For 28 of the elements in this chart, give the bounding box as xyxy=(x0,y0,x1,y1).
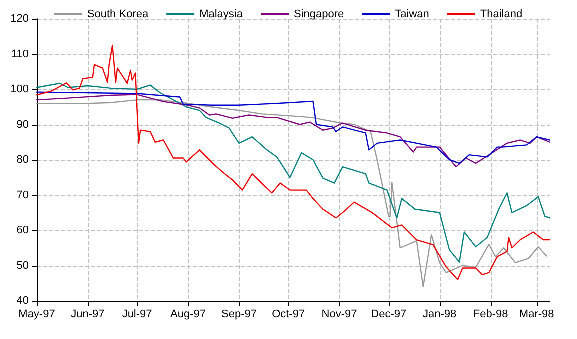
line-series xyxy=(36,82,551,263)
legend-label: Singapore xyxy=(294,8,344,20)
x-tick-label: Mar-98 xyxy=(519,308,554,320)
y-tick-label: 70 xyxy=(16,189,29,202)
x-tick-label: Dec-97 xyxy=(371,308,407,320)
x-tick-label: Sep-97 xyxy=(222,308,257,320)
y-tick-label: 100 xyxy=(10,84,29,96)
legend-label: South Korea xyxy=(87,8,150,20)
y-tick-label: 110 xyxy=(11,48,29,60)
legend-label: Malaysia xyxy=(200,8,244,20)
y-tick-label: 90 xyxy=(16,118,29,131)
y-tick-label: 80 xyxy=(16,154,29,166)
line-series xyxy=(36,99,548,288)
x-tick-label: Nov-97 xyxy=(322,308,358,320)
x-tick-label: Jul-97 xyxy=(122,308,152,320)
y-tick-label: 120 xyxy=(10,13,29,25)
x-tick-label: May-97 xyxy=(18,308,56,320)
y-tick-label: 50 xyxy=(16,260,29,272)
y-tick-label: 40 xyxy=(16,295,29,307)
x-tick-label: Feb-98 xyxy=(473,308,508,320)
y-tick-label: 60 xyxy=(16,224,29,236)
x-tick-label: Jan-98 xyxy=(423,308,457,320)
x-tick-label: Aug-97 xyxy=(170,308,206,320)
x-tick-label: Jun-97 xyxy=(71,308,105,320)
line-series xyxy=(36,44,551,280)
x-tick-label: Oct-97 xyxy=(272,308,306,320)
legend-label: Thailand xyxy=(480,8,523,20)
legend-label: Taiwan xyxy=(395,8,430,20)
